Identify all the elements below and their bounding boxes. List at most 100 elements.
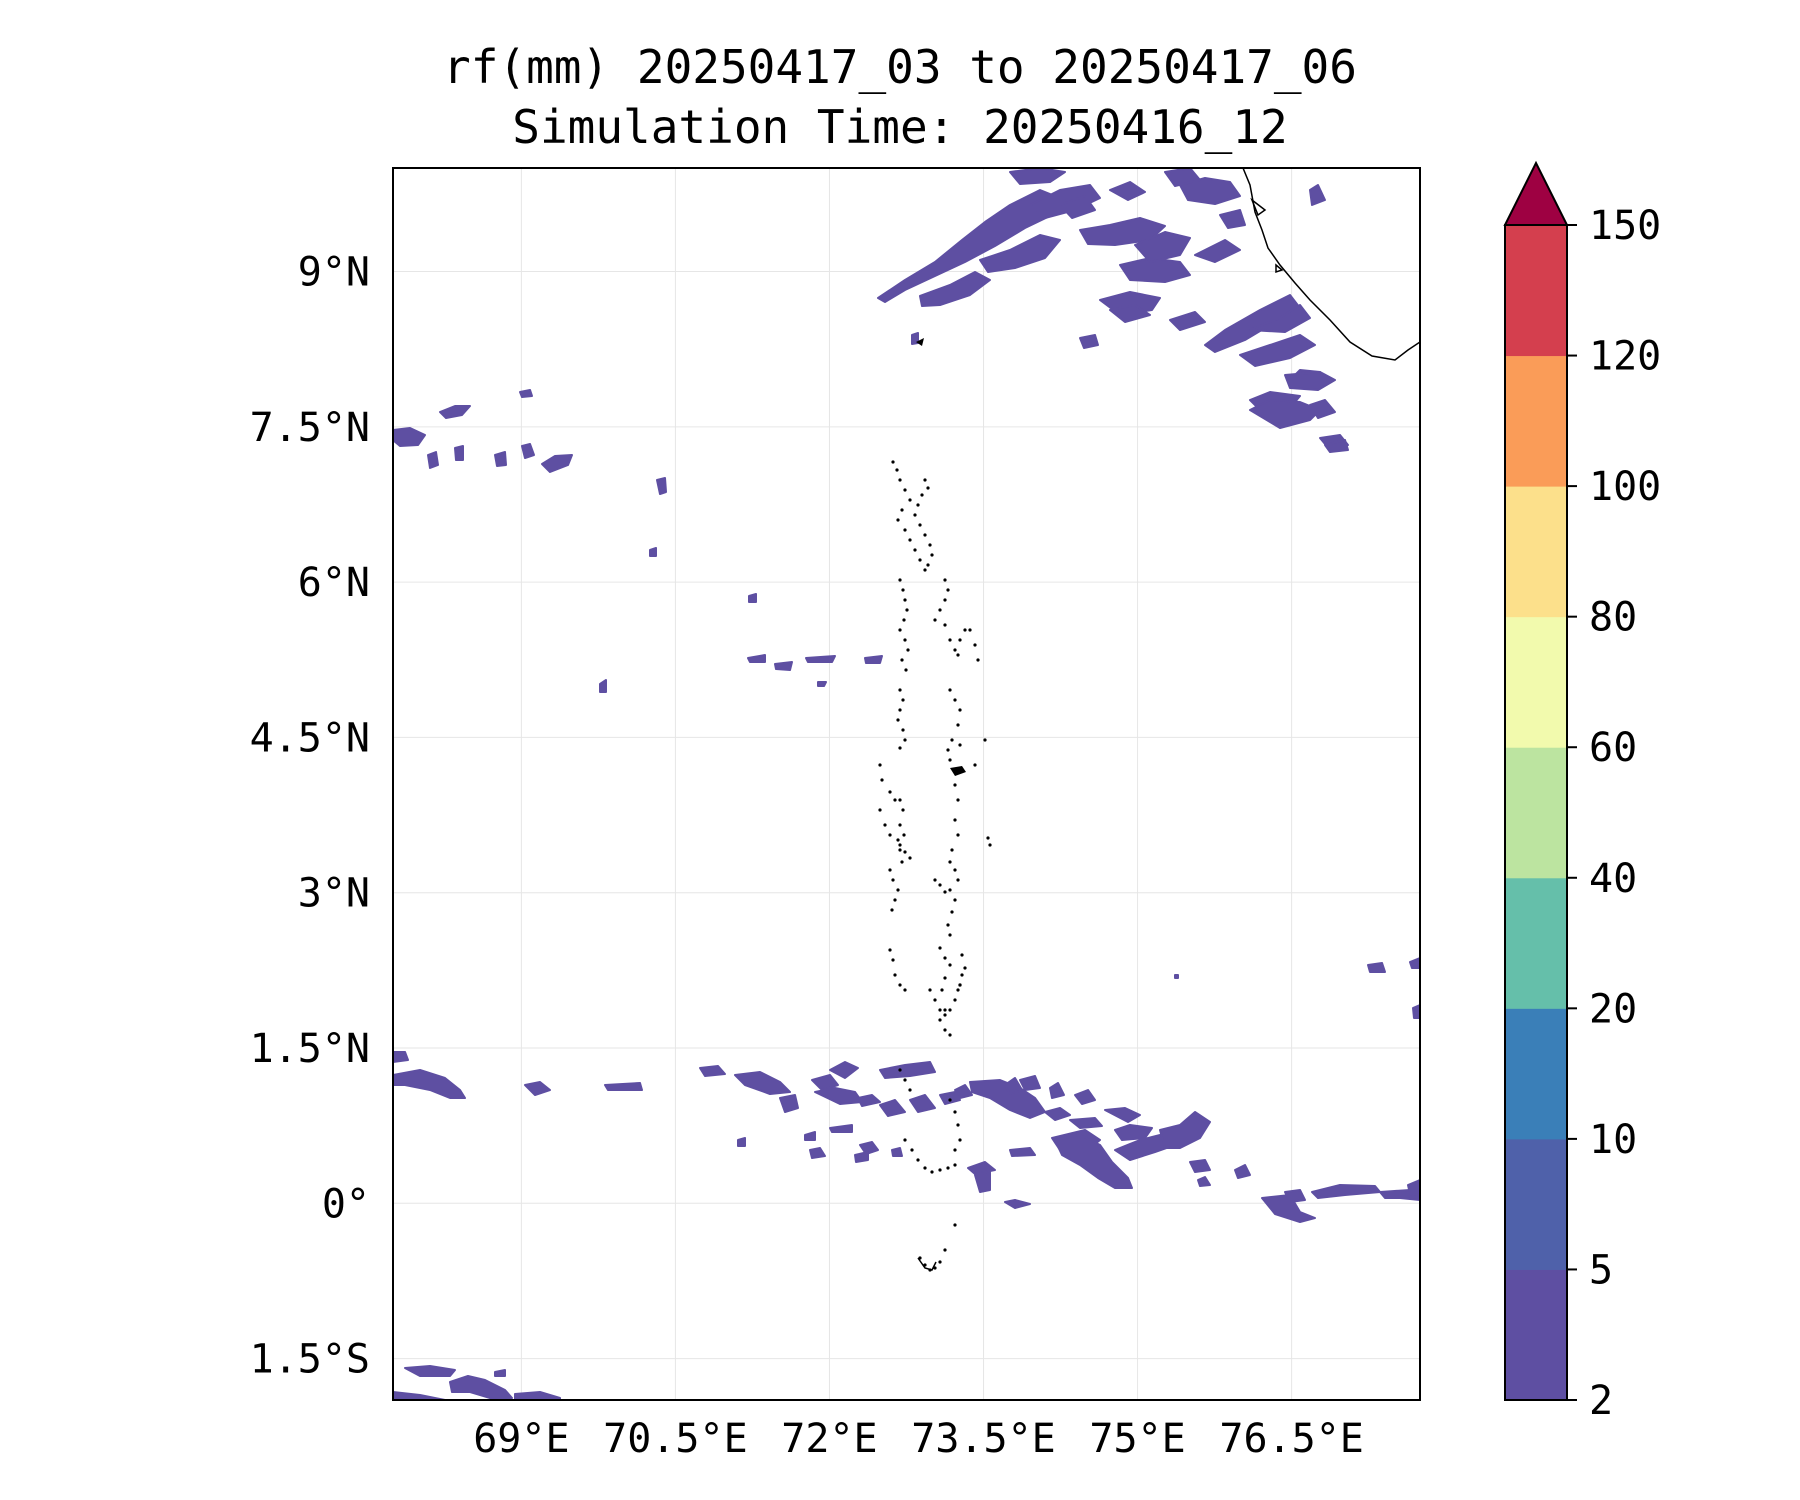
- atoll-dot: [908, 498, 912, 502]
- colorbar-tick-label: 120: [1589, 334, 1661, 380]
- atoll-dot: [953, 898, 957, 902]
- atoll-dot: [956, 833, 960, 837]
- atoll-dot: [943, 956, 947, 960]
- atoll-dot: [898, 848, 902, 852]
- atoll-dot: [893, 973, 897, 977]
- atoll-dot: [898, 478, 902, 482]
- atoll-dot: [960, 973, 964, 977]
- colorbar-segment: [1505, 486, 1567, 618]
- atoll-dot: [900, 860, 904, 864]
- map-frame: [392, 167, 1421, 1401]
- rain-cell: [1134, 231, 1191, 263]
- rain-cell: [734, 1071, 791, 1095]
- rainfall-contours: [393, 168, 1420, 1400]
- rain-cell: [809, 1147, 826, 1159]
- atoll-dot: [956, 653, 960, 657]
- atoll-dot: [898, 1068, 902, 1072]
- atoll-dot: [948, 888, 952, 892]
- atoll-dot: [898, 843, 902, 847]
- atoll-dot: [898, 823, 902, 827]
- lat-tick-label: 4.5°N: [250, 715, 370, 761]
- lat-tick-label: 1.5°S: [250, 1337, 370, 1383]
- atoll-dot: [918, 558, 922, 562]
- rain-cell: [699, 1065, 726, 1077]
- atoll-dot: [903, 598, 907, 602]
- atoll-dot: [950, 910, 954, 914]
- atoll-dot: [953, 1148, 957, 1152]
- colorbar-tick-label: 10: [1589, 1117, 1637, 1163]
- atoll-dot: [902, 618, 906, 622]
- rain-cell: [1159, 1111, 1211, 1149]
- atoll-dot: [903, 850, 907, 854]
- atoll-dot: [976, 658, 980, 662]
- rain-cell: [1309, 399, 1336, 419]
- atoll-dot: [902, 833, 906, 837]
- atoll-dot: [988, 843, 992, 847]
- atoll-dot: [910, 1148, 914, 1152]
- rain-cell: [1019, 1075, 1041, 1091]
- colorbar-segment: [1505, 747, 1567, 879]
- atoll-dot: [946, 748, 950, 752]
- atoll-dot: [956, 878, 960, 882]
- atoll-dot: [948, 860, 952, 864]
- rain-cell: [879, 1099, 906, 1117]
- atoll-dot: [960, 953, 964, 957]
- atoll-dot: [948, 1008, 952, 1012]
- atoll-dot: [896, 518, 900, 522]
- atoll-dot: [896, 718, 900, 722]
- rain-cell: [857, 1094, 881, 1107]
- atoll-dot: [933, 878, 937, 882]
- colorbar-tick-label: 60: [1589, 725, 1637, 771]
- colorbar-segment: [1505, 616, 1567, 748]
- atoll-dot: [923, 478, 927, 482]
- rain-cell: [1412, 1004, 1420, 1019]
- atoll-dot: [908, 856, 912, 860]
- colorbar-extend-arrow: [1503, 160, 1569, 226]
- atoll-dot: [903, 738, 907, 742]
- atoll-dot: [950, 848, 954, 852]
- atoll-dot: [948, 1033, 952, 1037]
- atoll-dot: [948, 638, 952, 642]
- rain-cell: [393, 1051, 409, 1063]
- rain-cell: [1197, 1176, 1211, 1187]
- atoll-dot: [888, 833, 892, 837]
- atoll-dot: [888, 868, 892, 872]
- atoll-dot: [946, 923, 950, 927]
- rain-cell: [1079, 217, 1166, 246]
- longitude-labels: 69°E 70.5°E 72°E 73.5°E 75°E 76.5°E: [473, 1416, 1364, 1462]
- rain-cell: [1219, 209, 1246, 229]
- atoll-dot: [958, 638, 962, 642]
- rain-cell: [1004, 1199, 1031, 1209]
- atoll-dot: [956, 1123, 960, 1127]
- rain-cell: [1109, 181, 1146, 201]
- rain-cell: [1249, 304, 1311, 333]
- atoll-dot: [923, 533, 927, 537]
- atoll-dot: [946, 588, 950, 592]
- atoll-dot: [903, 988, 907, 992]
- atoll-dot: [953, 698, 957, 702]
- atoll-dot: [953, 1223, 957, 1227]
- rain-cell: [864, 655, 883, 664]
- colorbar-tick-label: 5: [1589, 1247, 1613, 1293]
- atoll-dot: [943, 623, 947, 627]
- lat-tick-label: 1.5°N: [250, 1026, 370, 1072]
- atoll-dot: [973, 643, 977, 647]
- atoll-dot: [948, 758, 952, 762]
- lon-tick-label: 75°E: [1089, 1416, 1185, 1462]
- colorbar-segment: [1505, 1138, 1567, 1270]
- atoll-dot: [953, 1110, 957, 1114]
- rain-cell: [1189, 1159, 1211, 1173]
- lat-tick-label: 3°N: [298, 871, 370, 917]
- rain-cell: [1104, 1107, 1141, 1123]
- rain-cell: [747, 654, 766, 663]
- colorbar-frame: [1504, 224, 1568, 1401]
- atoll-dot: [895, 468, 899, 472]
- atoll-dot: [901, 698, 905, 702]
- atoll-dot: [901, 728, 905, 732]
- atoll-dot: [958, 1138, 962, 1142]
- atoll-dot: [930, 553, 934, 557]
- lon-tick-label: 70.5°E: [603, 1416, 748, 1462]
- atoll-dot: [888, 790, 892, 794]
- lon-tick-label: 69°E: [473, 1416, 569, 1462]
